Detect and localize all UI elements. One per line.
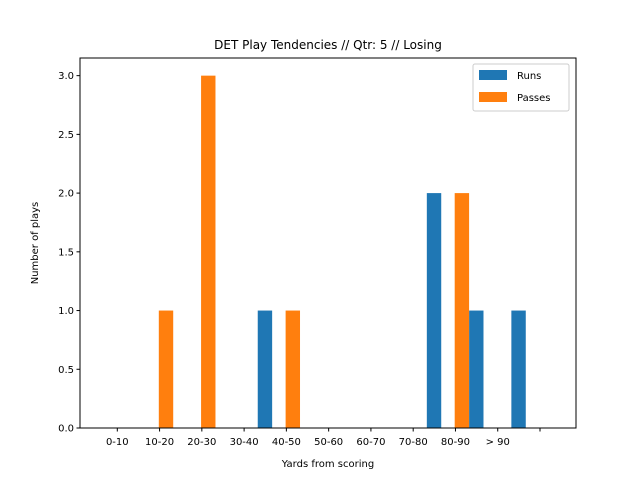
chart-title: DET Play Tendencies // Qtr: 5 // Losing bbox=[214, 38, 442, 52]
x-tick-label: 30-40 bbox=[230, 437, 259, 448]
x-tick-label: 70-80 bbox=[399, 437, 428, 448]
y-tick-label: 0.0 bbox=[58, 424, 74, 435]
y-tick-label: 2.0 bbox=[58, 189, 74, 200]
legend-swatch-runs bbox=[479, 70, 507, 80]
y-tick-label: 2.5 bbox=[58, 130, 74, 141]
x-tick-label: 40-50 bbox=[272, 437, 301, 448]
legend-label-passes: Passes bbox=[517, 93, 551, 104]
x-tick-label: 50-60 bbox=[314, 437, 343, 448]
x-tick-label: 0-10 bbox=[106, 437, 129, 448]
bar-passes-1 bbox=[158, 310, 174, 428]
y-tick-label: 0.5 bbox=[58, 365, 74, 376]
bar-runs-9 bbox=[511, 310, 526, 428]
bar-runs-3 bbox=[257, 310, 273, 428]
x-tick-label: 80-90 bbox=[441, 437, 470, 448]
bar-runs-8 bbox=[469, 310, 484, 428]
x-tick-label: 20-30 bbox=[187, 437, 216, 448]
x-tick-label: > 90 bbox=[486, 437, 510, 448]
bar-passes-8 bbox=[454, 193, 470, 428]
x-axis: 0-10 10-20 20-30 30-40 40-50 50-60 60-70 70-80 8… bbox=[106, 428, 541, 448]
y-axis: 0.0 0.5 1.0 1.5 2.0 2.5 3.0 bbox=[58, 71, 80, 435]
bar-runs-7 bbox=[426, 193, 442, 428]
x-tick-label: 10-20 bbox=[145, 437, 174, 448]
x-tick-label: 60-70 bbox=[356, 437, 385, 448]
y-tick-label: 1.5 bbox=[58, 247, 74, 258]
y-tick-label: 1.0 bbox=[58, 306, 74, 317]
y-tick-label: 3.0 bbox=[58, 71, 74, 82]
legend-label-runs: Runs bbox=[517, 71, 541, 82]
plot-frame bbox=[79, 57, 577, 429]
legend-swatch-passes bbox=[479, 92, 507, 102]
plot-area bbox=[158, 75, 526, 429]
x-axis-label: Yards from scoring bbox=[281, 459, 374, 470]
legend: Runs Passes bbox=[472, 63, 570, 112]
bar-passes-2 bbox=[201, 75, 216, 429]
bar-passes-4 bbox=[285, 310, 301, 428]
y-axis-label: Number of plays bbox=[30, 202, 41, 285]
